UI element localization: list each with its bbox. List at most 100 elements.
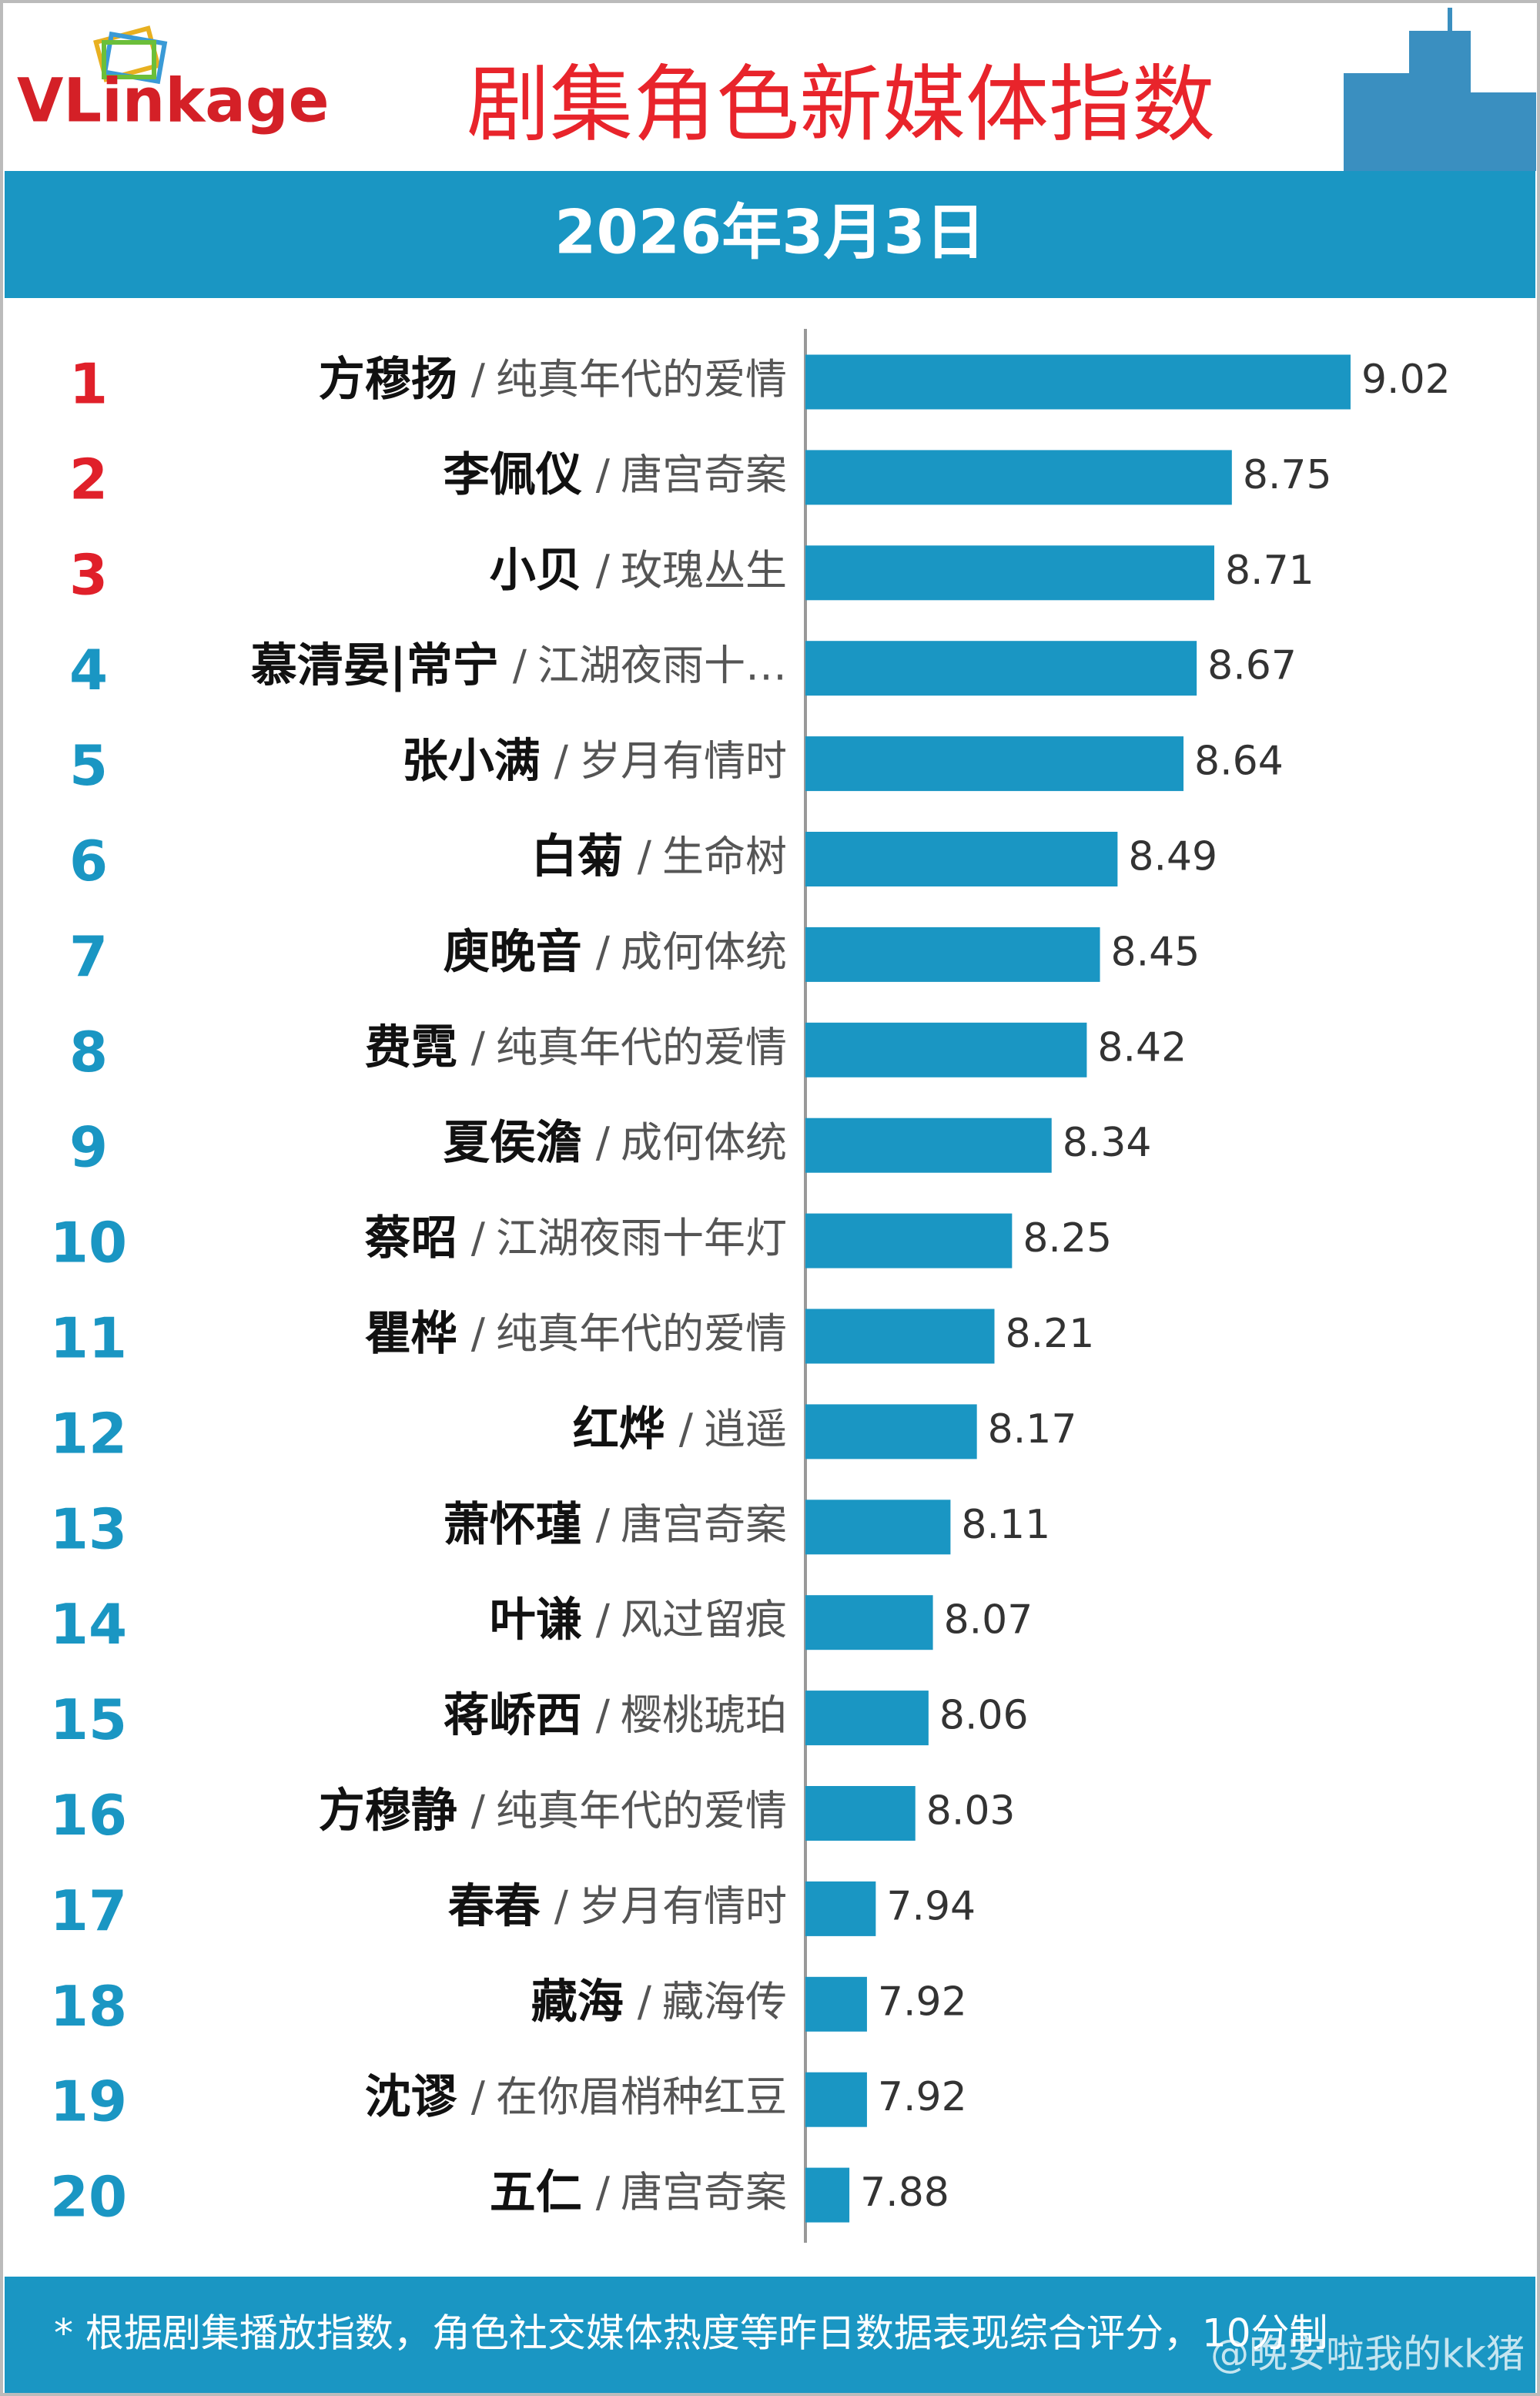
row-label: 蔡昭 / 江湖夜雨十年灯: [365, 1211, 787, 1265]
bar: [805, 2167, 850, 2223]
rank: 18: [50, 1974, 127, 2039]
character-name: 五仁: [490, 2166, 582, 2220]
row-label: 庾晚音 / 成何体统: [444, 925, 787, 979]
rank: 9: [69, 1115, 108, 1180]
rank: 17: [50, 1878, 127, 1943]
rank: 2: [69, 447, 108, 511]
character-name: 红烨: [573, 1402, 665, 1456]
separator: /: [596, 1118, 611, 1167]
separator: /: [596, 1691, 611, 1739]
bar: [805, 1595, 933, 1650]
character-name: 蒋峤西: [444, 1688, 582, 1742]
value-label: 8.64: [1194, 739, 1284, 785]
bar: [805, 545, 1214, 601]
drama-name: 逍遥: [704, 1405, 787, 1453]
separator: /: [471, 1023, 486, 1071]
separator: /: [513, 641, 527, 689]
bar: [805, 1404, 977, 1459]
drama-name: 风过留痕: [621, 1595, 787, 1644]
footer-bar: [5, 2277, 1535, 2393]
character-name: 叶谦: [490, 1593, 582, 1647]
row-label: 夏侯澹 / 成何体统: [444, 1116, 787, 1170]
row-label: 方穆静 / 纯真年代的爱情: [319, 1784, 787, 1838]
separator: /: [471, 1309, 486, 1358]
separator: /: [471, 355, 486, 404]
row-label: 瞿桦 / 纯真年代的爱情: [365, 1307, 787, 1361]
bar: [805, 450, 1232, 505]
bar: [805, 354, 1351, 410]
value-label: 7.92: [878, 2074, 967, 2120]
rows: 1 方穆扬 / 纯真年代的爱情 9.022 李佩仪 / 唐宫奇案 8.753 小贝 / 玫瑰丛生 8.7…: [50, 352, 1451, 2230]
drama-name: 成何体统: [621, 927, 787, 976]
character-name: 慕清晏|常宁: [251, 638, 499, 692]
value-label: 8.49: [1128, 834, 1217, 880]
value-label: 8.25: [1023, 1215, 1112, 1262]
watermark: @晚安啦我的kk猪: [1210, 2332, 1525, 2377]
bar: [805, 1309, 995, 1364]
row-label: 沈谬 / 在你眉梢种红豆: [365, 2070, 787, 2124]
value-label: 8.71: [1225, 548, 1314, 594]
drama-name: 唐宫奇案: [621, 2168, 787, 2217]
value-label: 8.67: [1207, 643, 1297, 689]
separator: /: [596, 451, 611, 499]
drama-name: 成何体统: [621, 1118, 787, 1167]
character-name: 李佩仪: [444, 447, 582, 501]
rank: 3: [69, 542, 108, 607]
separator: /: [554, 736, 569, 785]
drama-name: 生命树: [662, 832, 787, 880]
brand: VLinkage: [17, 66, 330, 136]
row-label: 萧怀瑾 / 唐宫奇案: [444, 1497, 787, 1551]
rank: 1: [69, 352, 108, 417]
drama-name: 岁月有情时: [579, 1882, 787, 1930]
bar: [805, 1786, 916, 1841]
separator: /: [596, 2168, 611, 2217]
logo-icon: [93, 25, 168, 85]
bar: [805, 736, 1184, 792]
value-label: 7.94: [886, 1883, 976, 1929]
separator: /: [596, 545, 611, 594]
rank: 16: [50, 1783, 127, 1848]
rank: 6: [69, 829, 108, 893]
drama-name: 在你眉梢种红豆: [496, 2073, 787, 2121]
value-label: 8.06: [939, 1693, 1029, 1739]
date-bar: [5, 171, 1535, 298]
bar: [805, 1213, 1013, 1268]
row-label: 慕清晏|常宁 / 江湖夜雨十…: [251, 638, 787, 692]
value-label: 8.21: [1006, 1311, 1095, 1357]
row-label: 李佩仪 / 唐宫奇案: [444, 447, 787, 501]
character-name: 夏侯澹: [444, 1116, 582, 1170]
bar: [805, 927, 1100, 982]
drama-name: 岁月有情时: [579, 736, 787, 785]
character-name: 庾晚音: [444, 925, 582, 979]
row-label: 藏海 / 藏海传: [531, 1975, 787, 2029]
row-label: 方穆扬 / 纯真年代的爱情: [319, 353, 787, 407]
character-name: 张小满: [402, 734, 541, 788]
bar: [805, 2072, 867, 2127]
character-name: 瞿桦: [365, 1307, 457, 1361]
row-label: 五仁 / 唐宫奇案: [490, 2166, 787, 2220]
value-label: 7.92: [878, 1979, 967, 2025]
row-label: 费霓 / 纯真年代的爱情: [365, 1020, 787, 1074]
row-label: 张小满 / 岁月有情时: [402, 734, 787, 788]
drama-name: 玫瑰丛生: [621, 545, 787, 594]
drama-name: 唐宫奇案: [621, 1500, 787, 1548]
row-label: 白菊 / 生命树: [531, 829, 787, 883]
bar: [805, 1881, 876, 1936]
value-label: 7.88: [860, 2170, 949, 2216]
footnote: * 根据剧集播放指数，角色社交媒体热度等昨日数据表现综合评分，10分制: [54, 2311, 1328, 2356]
bar: [805, 1500, 951, 1555]
rank: 13: [50, 1496, 127, 1561]
row-label: 小贝 / 玫瑰丛生: [490, 543, 787, 597]
drama-name: 江湖夜雨十…: [537, 641, 787, 689]
drama-name: 樱桃琥珀: [621, 1691, 787, 1739]
drama-name: 藏海传: [662, 1977, 787, 2026]
rank: 20: [50, 2165, 127, 2230]
value-label: 8.45: [1111, 929, 1200, 975]
value-label: 8.34: [1063, 1120, 1152, 1166]
rank: 12: [50, 1401, 127, 1466]
drama-name: 江湖夜雨十年灯: [496, 1214, 787, 1262]
separator: /: [596, 927, 611, 976]
chart-title: 剧集角色新媒体指数: [467, 57, 1215, 153]
separator: /: [638, 1977, 652, 2026]
